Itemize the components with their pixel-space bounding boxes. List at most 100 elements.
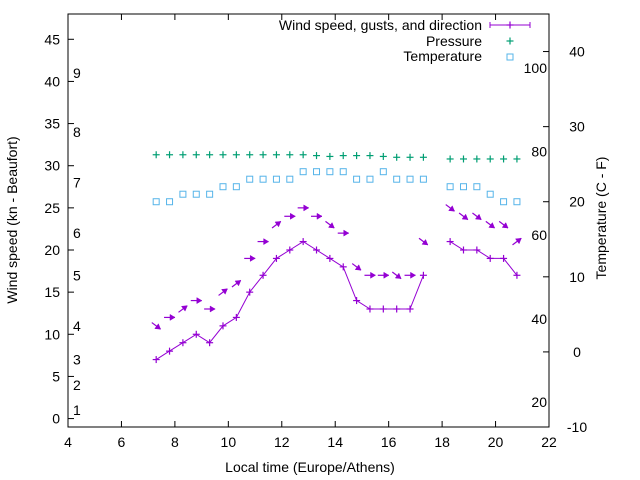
wind-speed-point [192,330,200,338]
x-axis-tick-labels: 4 6 8 10 12 14 16 18 20 22 [64,434,557,450]
fahrenheit-label: 60 [531,227,547,243]
temperature-point [513,198,521,206]
y-tick-label: 40 [44,73,60,89]
pressure-point [379,152,387,160]
gust-arrow [151,322,161,330]
x-tick-label: 18 [434,434,450,450]
beaufort-label: 9 [73,65,81,81]
pressure-point [326,152,334,160]
beaufort-label: 2 [73,377,81,393]
wind-speed-point [379,305,387,313]
fahrenheit-label: 20 [531,394,547,410]
gust-arrow [498,220,509,229]
gust-direction-series [151,204,522,330]
gust-arrow [218,288,228,296]
gust-arrow [472,212,482,221]
y2-tick-label: 30 [569,119,585,135]
gust-arrow [337,229,350,237]
gust-arrow [485,220,495,229]
beaufort-label: 5 [73,267,81,283]
y-axis-tick-labels: 0 5 10 15 20 25 30 35 40 45 [44,31,60,426]
pressure-point [313,152,321,160]
y2-tick-label: 10 [569,269,585,285]
x-tick-label: 10 [221,434,237,450]
gust-arrow [231,279,242,288]
legend-temperature-label: Temperature [403,48,482,64]
pressure-point [486,155,494,163]
gust-arrow [164,313,176,321]
gust-arrow [458,212,469,221]
x-tick-label: 8 [171,434,179,450]
pressure-point [459,155,467,163]
wind-speed-point [406,305,414,313]
temperature-point [286,175,294,183]
temperature-point [419,175,427,183]
beaufort-label: 7 [73,175,81,191]
gust-arrow [391,271,402,280]
gust-arrow [271,220,282,229]
y2-tick-label: 40 [569,44,585,60]
y-tick-label: 0 [52,411,60,427]
temperature-point [500,198,508,206]
fahrenheit-label: 40 [531,311,547,327]
wind-speed-point [446,238,454,246]
legend-temperature-swatch [506,53,514,61]
x-tick-label: 14 [327,434,343,450]
gust-arrow [284,212,296,220]
pressure-point [206,151,214,159]
gust-arrow [204,305,216,313]
pressure-series [152,151,521,163]
legend-swatches [489,21,531,61]
pressure-point [286,151,294,159]
x-tick-label: 12 [274,434,290,450]
wind-speed-point [259,271,267,279]
gust-arrow [351,263,362,271]
legend-wind-marker [506,21,514,29]
temperature-point [473,183,481,191]
temperature-point [259,175,267,183]
pressure-point [246,151,254,159]
wind-speed-point [353,297,361,305]
fahrenheit-scale-labels: 20 40 60 80 100 [524,60,548,410]
pressure-point [339,152,347,160]
gust-arrow [178,305,188,313]
y2-tick-label: 20 [569,194,585,210]
x-tick-label: 4 [64,434,72,450]
pressure-point [219,151,227,159]
legend-wind-label: Wind speed, gusts, and direction [279,17,482,33]
pressure-point [192,151,200,159]
y2-axis-tick-labels: -10 0 10 20 30 40 [567,44,587,435]
x-tick-label: 6 [118,434,126,450]
y-tick-label: 10 [44,326,60,342]
temperature-point [353,175,361,183]
gust-arrow [325,220,335,229]
pressure-point [299,151,307,159]
gust-arrow [418,237,429,246]
y2-tick-label: -10 [567,419,587,435]
gust-arrow [257,238,270,246]
gust-arrow [311,212,323,220]
pressure-point [166,151,174,159]
temperature-point [486,190,494,198]
pressure-point [513,155,521,163]
y-tick-label: 30 [44,158,60,174]
temperature-point [232,183,240,191]
wind-speed-point [339,263,347,271]
gust-arrow [512,237,522,246]
y-tick-label: 5 [52,368,60,384]
pressure-point [179,151,187,159]
pressure-point [259,151,267,159]
wind-speed-point [166,347,174,355]
beaufort-label: 6 [73,225,81,241]
pressure-point [406,153,414,161]
temperature-point [179,190,187,198]
wind-speed-point [473,246,481,254]
y2-axis-label: Temperature (C - F) [593,157,609,280]
gust-arrow [377,271,390,279]
y-tick-label: 35 [44,116,60,132]
x-tick-label: 20 [488,434,504,450]
wind-speed-point [326,254,334,262]
gust-arrow [244,254,256,262]
fahrenheit-label: 80 [531,143,547,159]
pressure-point [500,155,508,163]
